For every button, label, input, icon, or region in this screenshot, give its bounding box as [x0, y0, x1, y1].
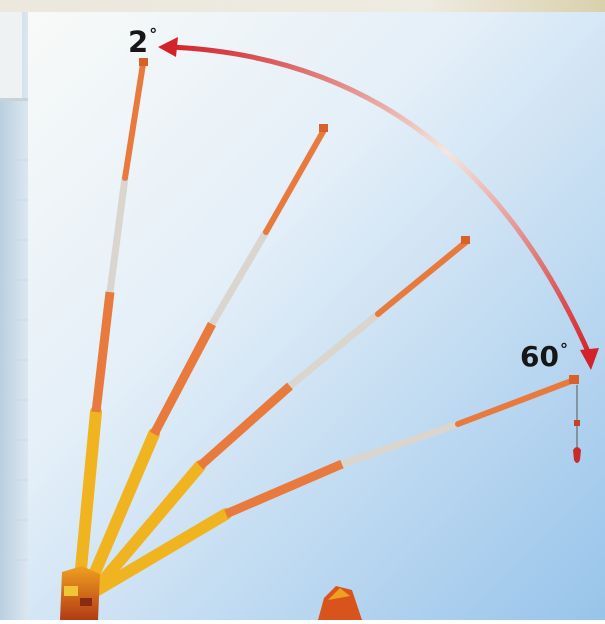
degree-symbol: °	[559, 340, 568, 359]
crane-boom-4	[88, 375, 581, 598]
angle-label-max: 60°	[520, 340, 568, 373]
luffing-angle-arc-arrow-icon	[158, 37, 599, 370]
crane-boom-2	[78, 124, 328, 604]
angle-value-min: 2	[128, 25, 149, 59]
crane-boom-3	[84, 236, 470, 602]
crane-base	[60, 566, 362, 620]
angle-label-min: 2°	[128, 25, 158, 59]
angle-value-max: 60	[520, 340, 559, 373]
degree-symbol: °	[149, 25, 158, 44]
